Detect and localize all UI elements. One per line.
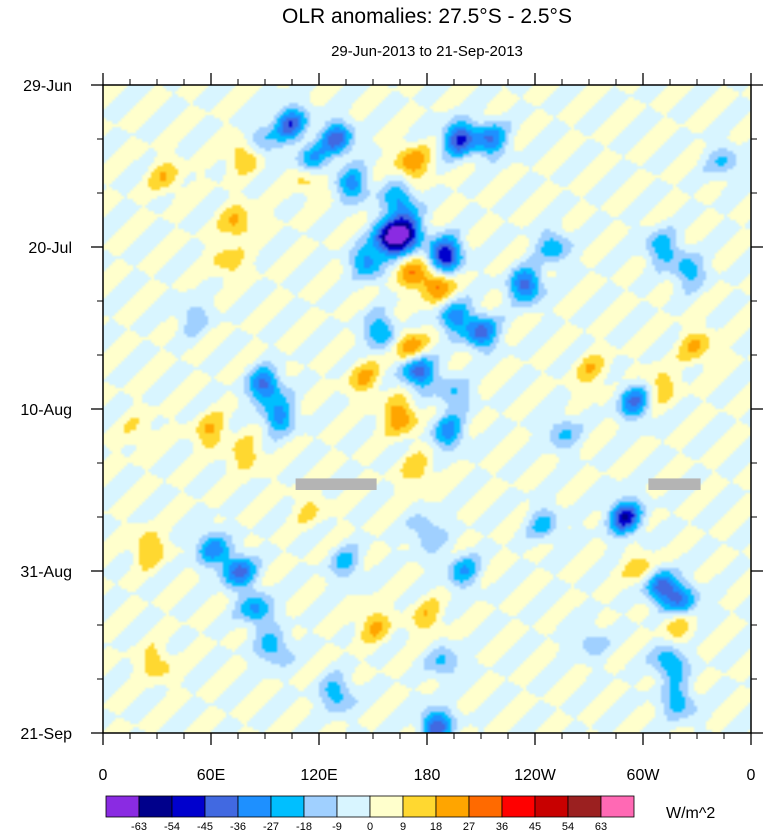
x-tick-label: 0 <box>747 767 756 784</box>
y-tick-label: 10-Aug <box>20 402 72 419</box>
colorbar-level-label: 63 <box>595 821 607 833</box>
colorbar-level-label: -54 <box>164 821 180 833</box>
colorbar-level-label: -27 <box>263 821 279 833</box>
colorbar-swatch <box>435 795 470 818</box>
anomaly-field <box>103 85 751 733</box>
chart-title: OLR anomalies: 27.5°S - 2.5°S <box>282 5 572 28</box>
colorbar-swatch <box>105 795 140 818</box>
colorbar-level-label: -63 <box>131 821 147 833</box>
y-tick-label: 29-Jun <box>23 78 72 95</box>
colorbar-level-label: 45 <box>529 821 541 833</box>
anomaly-raster <box>103 85 751 733</box>
axes: 0 60E 120E 180 120W 60W 0 29-Jun 20-Jul 10-Aug 31-… <box>20 73 763 784</box>
colorbar: -63 -54 -45 -36 -27 -18 -9 0 9 18 27 36 45 54 63 <box>105 795 635 833</box>
colorbar-swatch <box>204 795 239 818</box>
colorbar-swatch <box>402 795 437 818</box>
colorbar-swatch <box>600 795 635 818</box>
colorbar-level-label: -45 <box>197 821 213 833</box>
colorbar-level-label: -18 <box>296 821 312 833</box>
colorbar-level-label: -36 <box>230 821 246 833</box>
colorbar-swatch <box>468 795 503 818</box>
colorbar-level-label: 27 <box>463 821 475 833</box>
missing-data-bar <box>295 478 377 490</box>
missing-data-bar <box>648 478 701 490</box>
colorbar-level-label: 54 <box>562 821 574 833</box>
colorbar-level-label: 18 <box>430 821 442 833</box>
y-tick-label: 21-Sep <box>20 726 72 743</box>
colorbar-swatch <box>534 795 569 818</box>
colorbar-swatch <box>501 795 536 818</box>
colorbar-swatch <box>237 795 272 818</box>
colorbar-level-label: 0 <box>367 821 373 833</box>
colorbar-swatch <box>303 795 338 818</box>
colorbar-swatch <box>270 795 305 818</box>
y-tick-label: 20-Jul <box>28 240 72 257</box>
colorbar-swatch <box>567 795 602 818</box>
x-tick-label: 0 <box>99 767 108 784</box>
x-tick-label: 60W <box>627 767 661 784</box>
y-tick-label: 31-Aug <box>20 564 72 581</box>
x-tick-label: 60E <box>197 767 225 784</box>
colorbar-swatch <box>138 795 173 818</box>
colorbar-units: W/m^2 <box>666 805 715 822</box>
colorbar-swatch <box>369 795 404 818</box>
colorbar-level-label: -9 <box>332 821 342 833</box>
colorbar-level-label: 36 <box>496 821 508 833</box>
chart-subtitle: 29-Jun-2013 to 21-Sep-2013 <box>331 43 523 60</box>
x-tick-label: 180 <box>414 767 441 784</box>
colorbar-level-label: 9 <box>400 821 406 833</box>
x-tick-label: 120E <box>300 767 337 784</box>
missing-data-layer <box>295 478 701 490</box>
colorbar-swatch <box>171 795 206 818</box>
colorbar-swatch <box>336 795 371 818</box>
x-tick-label: 120W <box>514 767 557 784</box>
